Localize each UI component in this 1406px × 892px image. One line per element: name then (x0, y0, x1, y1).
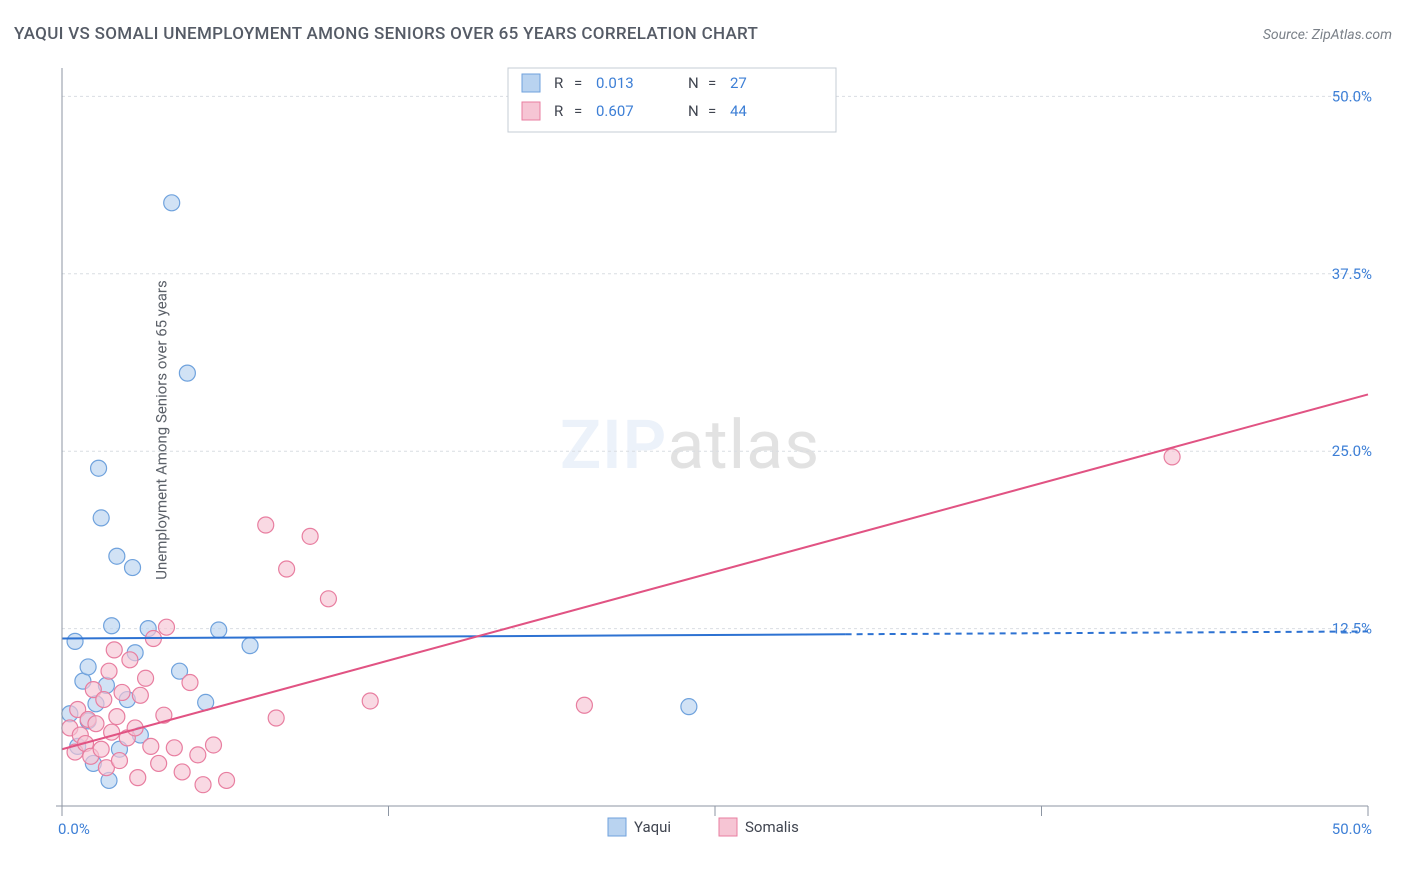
svg-text:=: = (574, 102, 582, 120)
data-point (104, 618, 120, 634)
data-point (279, 561, 295, 577)
data-point (130, 770, 146, 786)
svg-text:N: N (688, 74, 699, 92)
data-point (164, 195, 180, 211)
svg-text:R: R (554, 74, 563, 92)
scatter-chart: 0.0% 50.0% 12.5% 25.0% 37.5% 50.0% R = 0.013 N = 27… (48, 60, 1392, 850)
data-point (219, 772, 235, 788)
x-tick-label: 0.0% (58, 820, 90, 838)
series-legend: Yaqui Somalis (608, 818, 799, 836)
data-point (576, 697, 592, 713)
data-point (174, 764, 190, 780)
r-value: 0.607 (596, 102, 634, 120)
data-point (151, 755, 167, 771)
data-point (109, 548, 125, 564)
data-point (302, 528, 318, 544)
data-point (96, 692, 112, 708)
data-point (125, 560, 141, 576)
data-point (268, 710, 284, 726)
data-point (182, 675, 198, 691)
svg-text:=: = (708, 102, 716, 120)
data-point (93, 741, 109, 757)
n-value: 27 (730, 74, 747, 92)
data-point (101, 663, 117, 679)
legend-swatch (522, 102, 540, 120)
data-point (106, 642, 122, 658)
data-point (195, 777, 211, 793)
svg-text:N: N (688, 102, 699, 120)
data-point (681, 699, 697, 715)
data-point (158, 619, 174, 635)
regression-line-yaqui-extrapolated (846, 631, 1368, 634)
data-point (362, 693, 378, 709)
series-somalis (62, 449, 1180, 793)
data-point (211, 622, 227, 638)
data-point (80, 659, 96, 675)
regression-line-yaqui (62, 634, 846, 638)
data-point (114, 684, 130, 700)
y-tick-label: 25.0% (1332, 442, 1372, 460)
data-point (179, 365, 195, 381)
legend-swatch (719, 818, 737, 836)
data-point (166, 740, 182, 756)
y-tick-label: 37.5% (1332, 265, 1372, 283)
series-yaqui (62, 195, 697, 789)
gridlines (62, 96, 1368, 628)
data-point (109, 709, 125, 725)
y-tick-label: 50.0% (1332, 87, 1372, 105)
data-point (205, 737, 221, 753)
y-tick-label: 12.5% (1332, 620, 1372, 638)
regression-line-somalis (62, 394, 1368, 749)
r-value: 0.013 (596, 74, 634, 92)
legend-swatch (608, 818, 626, 836)
data-point (1164, 449, 1180, 465)
data-point (88, 716, 104, 732)
svg-text:R: R (554, 102, 563, 120)
legend-swatch (522, 74, 540, 92)
data-point (93, 510, 109, 526)
svg-text:=: = (708, 74, 716, 92)
data-point (320, 591, 336, 607)
data-point (143, 738, 159, 754)
x-tick-label: 50.0% (1332, 820, 1372, 838)
stats-legend: R = 0.013 N = 27 R = 0.607 N = 44 (508, 68, 836, 132)
data-point (122, 652, 138, 668)
legend-label: Yaqui (634, 818, 671, 836)
data-point (138, 670, 154, 686)
data-point (132, 687, 148, 703)
data-point (91, 460, 107, 476)
data-point (111, 753, 127, 769)
chart-title: YAQUI VS SOMALI UNEMPLOYMENT AMONG SENIO… (14, 24, 758, 44)
data-point (67, 633, 83, 649)
data-point (190, 747, 206, 763)
data-point (258, 517, 274, 533)
source-label: Source: ZipAtlas.com (1263, 27, 1392, 43)
n-value: 44 (730, 102, 747, 120)
data-point (242, 638, 258, 654)
svg-text:=: = (574, 74, 582, 92)
legend-label: Somalis (745, 818, 799, 836)
